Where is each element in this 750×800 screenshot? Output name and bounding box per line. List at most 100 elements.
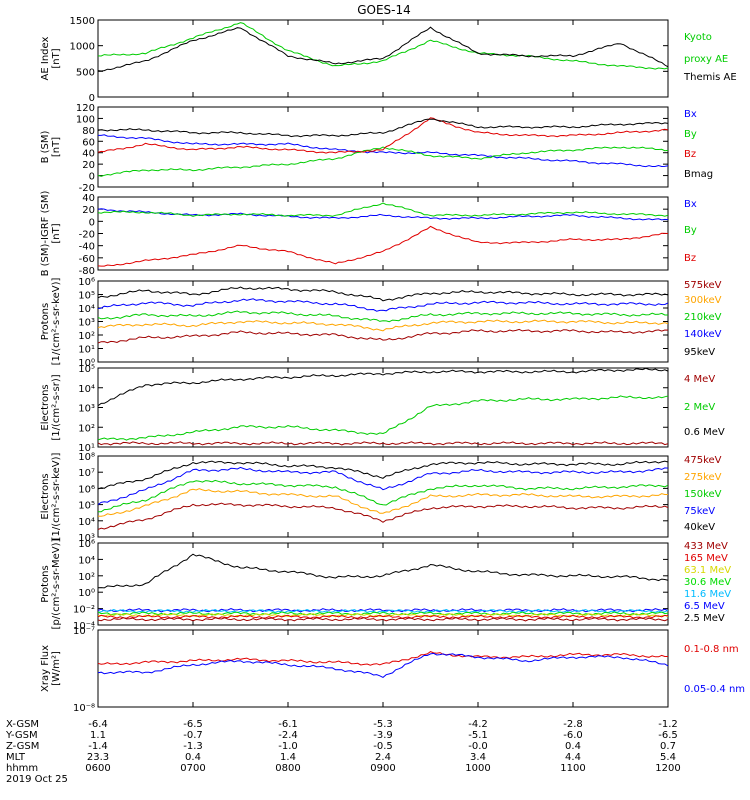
legend-entry: 0.6 MeV xyxy=(684,427,725,438)
x-row-label: 2019 Oct 25 xyxy=(6,774,68,785)
y-axis-label: [W/m²] xyxy=(51,651,62,686)
x-row-value: 0600 xyxy=(85,763,110,774)
legend-entry: 210keV xyxy=(684,312,722,323)
x-row-value: -0.0 xyxy=(468,741,488,752)
series-line-protons_low-2 xyxy=(98,310,668,323)
y-tick-label: 10⁰ xyxy=(78,588,95,599)
series-line-protons_high-6 xyxy=(98,617,668,622)
series-line-protons_low-1 xyxy=(98,298,668,312)
x-row-value: 4.4 xyxy=(565,752,581,763)
series-line-bsm-1 xyxy=(98,146,668,177)
y-tick-label: 10⁴ xyxy=(78,304,95,315)
y-axis-label: Xray Flux xyxy=(40,645,51,692)
y-tick-label: 100 xyxy=(76,114,95,125)
x-row-value: -4.2 xyxy=(468,719,488,730)
legend-entry: 75keV xyxy=(684,506,715,517)
series-line-protons_low-3 xyxy=(98,319,668,332)
series-line-electrons_low-1 xyxy=(98,466,668,506)
series-line-bsm-2 xyxy=(98,117,668,154)
x-row-value: 0800 xyxy=(275,763,300,774)
y-tick-label: 10⁶ xyxy=(78,484,95,495)
series-line-electrons_high-2 xyxy=(98,441,668,446)
y-axis-label: B (SM) xyxy=(40,130,51,163)
plot-title: GOES-14 xyxy=(357,3,411,17)
x-row-value: 5.4 xyxy=(660,752,676,763)
legend-entry: Themis AE xyxy=(683,72,737,83)
series-line-ae-1 xyxy=(98,26,668,72)
legend-entry: 95keV xyxy=(684,347,715,358)
legend-entry: 0.1-0.8 nm xyxy=(684,644,739,655)
y-tick-label: 10⁻² xyxy=(73,605,95,616)
y-axis-label: Electrons xyxy=(40,473,51,519)
y-axis-label: [p/(cm²-s-sr-MeV)] xyxy=(51,538,62,629)
y-tick-label: 0 xyxy=(89,93,95,104)
y-tick-label: 0 xyxy=(89,217,95,228)
series-line-electrons_low-2 xyxy=(98,479,668,513)
y-tick-label: 1000 xyxy=(70,42,95,53)
y-tick-label: 20 xyxy=(82,205,95,216)
series-line-ae-0 xyxy=(98,22,668,70)
legend-entry: 40keV xyxy=(684,522,715,533)
y-tick-label: 10⁶ xyxy=(78,539,95,550)
legend-entry: proxy AE xyxy=(684,54,728,65)
x-row-value: -5.1 xyxy=(468,730,488,741)
panel-electrons_low: 10³ 10⁴ 10⁵ 10⁶ 10⁷ 10⁸ Electrons [1/(cm²-s-sr-… xyxy=(40,452,722,544)
x-row-value: 2.4 xyxy=(375,752,391,763)
x-row-value: 0700 xyxy=(180,763,205,774)
series-line-bsm-0 xyxy=(98,134,668,168)
panel-frame xyxy=(97,280,669,363)
panel-electrons_high: 10¹ 10² 10³ 10⁴ 10⁵ Electrons [1/(cm²-s-sr)] 4 … xyxy=(40,364,725,454)
panel-xray: 10⁻⁸ 10⁻⁷ Xray Flux [W/m²] 0.1-0.8 nm 0.05-0.… xyxy=(40,626,745,714)
legend-entry: Bz xyxy=(684,149,696,160)
y-axis-label: AE Index xyxy=(40,36,51,80)
legend-entry: Bz xyxy=(684,253,696,264)
x-row-value: -0.5 xyxy=(373,741,393,752)
series-line-electrons_low-3 xyxy=(98,488,668,517)
series-line-xray-0 xyxy=(98,651,668,666)
legend-entry: 63.1 MeV xyxy=(684,565,731,576)
series-line-protons_low-4 xyxy=(98,328,668,344)
series-line-electrons_high-1 xyxy=(98,395,668,441)
legend-entry: 300keV xyxy=(684,295,722,306)
legend-entry: 6.5 MeV xyxy=(684,601,725,612)
x-row-value: -1.0 xyxy=(278,741,298,752)
y-tick-label: 10⁰ xyxy=(78,358,95,369)
x-row-value: -1.2 xyxy=(658,719,678,730)
panel-ae: 0 500 1000 1500 AE Index [nT] Kyoto proxy AE The… xyxy=(40,16,737,104)
y-tick-label: 10⁵ xyxy=(78,364,95,375)
legend-entry: 2.5 MeV xyxy=(684,613,725,624)
y-axis-label: [nT] xyxy=(51,48,62,68)
legend-entry: 140keV xyxy=(684,329,722,340)
x-row-value: -6.4 xyxy=(88,719,108,730)
series-line-electrons_low-4 xyxy=(98,502,668,531)
legend-entry: 4 MeV xyxy=(684,374,715,385)
y-tick-label: 10⁻⁸ xyxy=(73,703,95,714)
y-tick-label: 60 xyxy=(82,137,95,148)
series-line-bigrf-2 xyxy=(98,225,668,267)
series-line-protons_high-3 xyxy=(98,611,668,616)
y-tick-label: 500 xyxy=(76,67,95,78)
x-row-value: -1.3 xyxy=(183,741,203,752)
y-tick-label: 0 xyxy=(89,172,95,183)
x-row-value: 1200 xyxy=(655,763,680,774)
y-tick-label: 10¹ xyxy=(78,345,95,356)
y-tick-label: 10⁴ xyxy=(78,555,95,566)
x-row-value: 0900 xyxy=(370,763,395,774)
legend-entry: 575keV xyxy=(684,280,722,291)
panel-protons_low: 10⁰ 10¹ 10² 10³ 10⁴ 10⁵ 10⁶ Protons [1/(cm²-s-sr… xyxy=(40,277,722,369)
series-line-protons_high-0 xyxy=(98,553,668,589)
x-row-label: X-GSM xyxy=(6,719,39,730)
y-tick-label: -40 xyxy=(79,242,95,253)
panel-frame xyxy=(97,629,669,708)
x-row-value: -3.9 xyxy=(373,730,393,741)
series-line-bigrf-1 xyxy=(98,202,668,217)
y-tick-label: 10² xyxy=(78,423,95,434)
x-row-value: -2.4 xyxy=(278,730,298,741)
series-line-bsm-3 xyxy=(98,118,668,138)
legend-entry: Bmag xyxy=(684,169,713,180)
x-row-label: hhmm xyxy=(6,763,38,774)
legend-entry: 275keV xyxy=(684,472,722,483)
series-line-electrons_high-0 xyxy=(98,368,668,407)
